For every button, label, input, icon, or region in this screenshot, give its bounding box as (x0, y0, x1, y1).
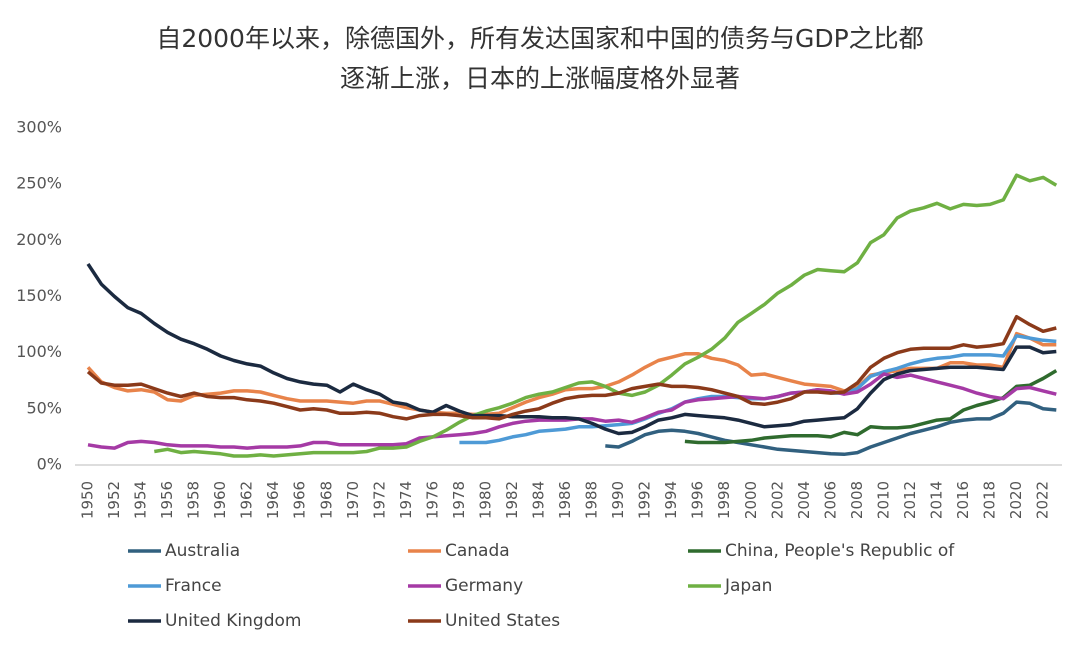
x-tick-label: 1964 (264, 481, 282, 519)
legend-label: Japan (724, 576, 772, 596)
x-tick-label: 1988 (583, 481, 601, 519)
legend-label: France (165, 576, 222, 596)
x-tick-label: 1986 (556, 481, 574, 519)
x-tick-label: 2014 (927, 481, 945, 519)
x-tick-label: 1994 (662, 481, 680, 519)
legend-label: Canada (445, 541, 510, 561)
y-tick-label: 300% (16, 118, 62, 137)
x-tick-label: 1978 (450, 481, 468, 519)
y-tick-label: 250% (16, 174, 62, 193)
x-tick-label: 1972 (370, 481, 388, 519)
x-tick-label: 1952 (105, 481, 123, 519)
y-tick-label: 50% (26, 398, 62, 417)
legend-label: Germany (445, 576, 523, 596)
x-tick-label: 1954 (132, 481, 150, 519)
legend-label: China, People's Republic of (725, 541, 955, 561)
chart-title: 自2000年以来，除德国外，所有发达国家和中国的债务与GDP之比都 (156, 24, 923, 53)
x-tick-label: 1968 (317, 481, 335, 519)
x-tick-label: 2022 (1034, 481, 1052, 519)
series-line (86, 262, 1057, 436)
legend-label: United States (445, 611, 560, 631)
legend-label: United Kingdom (165, 611, 301, 631)
x-tick-label: 1992 (636, 481, 654, 519)
x-tick-label: 2012 (901, 481, 919, 519)
x-tick-label: 1970 (344, 481, 362, 519)
series-line (154, 173, 1058, 458)
x-tick-label: 2016 (954, 481, 972, 519)
series-line (86, 314, 1057, 421)
y-tick-label: 0% (37, 455, 62, 474)
x-tick-label: 2000 (742, 481, 760, 519)
x-tick-label: 2002 (768, 481, 786, 519)
x-tick-label: 1958 (185, 481, 203, 519)
x-tick-label: 1974 (397, 481, 415, 519)
x-tick-label: 1966 (291, 481, 309, 519)
x-tick-label: 2010 (874, 481, 892, 519)
x-tick-label: 1976 (423, 481, 441, 519)
x-tick-label: 1982 (503, 481, 521, 519)
x-tick-label: 1996 (689, 481, 707, 519)
x-tick-label: 1962 (238, 481, 256, 519)
y-tick-label: 100% (16, 342, 62, 361)
series-line (684, 369, 1058, 445)
x-tick-label: 1960 (211, 481, 229, 519)
x-tick-label: 2020 (1007, 481, 1025, 519)
x-tick-label: 2018 (981, 481, 999, 519)
x-tick-label: 1956 (158, 481, 176, 519)
x-tick-label: 2004 (795, 481, 813, 519)
x-tick-label: 2006 (821, 481, 839, 519)
x-tick-label: 1950 (79, 481, 97, 519)
x-tick-label: 2008 (848, 481, 866, 519)
y-tick-label: 150% (16, 286, 62, 305)
x-tick-label: 1990 (609, 481, 627, 519)
x-tick-label: 1998 (715, 481, 733, 519)
series-line (86, 331, 1057, 417)
x-tick-label: 1984 (530, 481, 548, 519)
y-tick-label: 200% (16, 230, 62, 249)
legend-label: Australia (165, 541, 240, 561)
series-line (605, 400, 1057, 457)
x-tick-label: 1980 (476, 481, 494, 519)
chart-title: 逐渐上涨，日本的上涨幅度格外显著 (340, 64, 740, 93)
